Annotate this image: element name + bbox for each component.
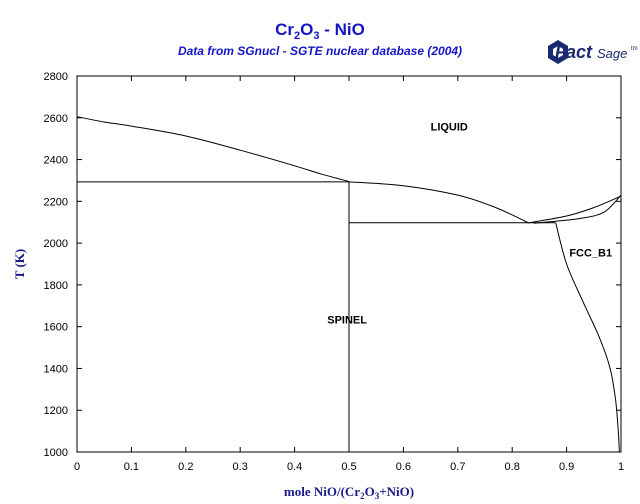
y-tick-label: 2200: [44, 196, 68, 208]
factsage-logo: Fact Sage tm: [548, 40, 638, 64]
x-tick-label: 1: [618, 461, 624, 473]
boundary-liquidus-right: [348, 181, 529, 224]
phase-boundaries: [76, 116, 622, 453]
x-tick-label: 0.1: [124, 461, 139, 473]
chart-subtitle: Data from SGnucl - SGTE nuclear database…: [178, 44, 462, 58]
phase-labels: LIQUID SPINEL FCC_B1: [327, 121, 612, 326]
logo-sage-text: Sage: [597, 46, 627, 61]
x-tick-label: 0.3: [233, 461, 248, 473]
x-tick-label: 0.6: [396, 461, 411, 473]
phase-label-fcc-b1: FCC_B1: [569, 248, 612, 260]
y-tick-label: 1400: [44, 363, 68, 375]
phase-label-liquid: LIQUID: [431, 121, 468, 133]
phase-label-spinel: SPINEL: [327, 315, 367, 327]
x-tick-label: 0.8: [505, 461, 520, 473]
x-axis: 0 0.1 0.2 0.3 0.4 0.5 0.6 0.7 0.8 0.9 1: [74, 76, 624, 473]
x-tick-label: 0.5: [341, 461, 356, 473]
x-axis-label: mole NiO/(Cr2O3+NiO): [284, 484, 414, 501]
y-tick-label: 1600: [44, 322, 68, 334]
logo-hexagon-inner: [553, 46, 563, 58]
y-axis-label: T (K): [12, 249, 27, 279]
x-tick-label: 0.9: [559, 461, 574, 473]
y-axis: 1000 1200 1400 1600 1800 2000 2200 2400 2600 2800: [44, 71, 621, 459]
x-tick-label: 0: [74, 461, 80, 473]
x-tick-label: 0.4: [287, 461, 302, 473]
y-tick-label: 2600: [44, 113, 68, 125]
chart-title: Cr2O3 - NiO: [275, 20, 365, 42]
y-tick-label: 2000: [44, 238, 68, 250]
logo-fact-text: Fact: [555, 42, 593, 62]
x-tick-label: 0.2: [178, 461, 193, 473]
y-tick-label: 2400: [44, 155, 68, 167]
boundary-fcc-solvus: [555, 222, 620, 453]
boundary-fcc-liquidus: [528, 195, 622, 224]
boundary-liquidus-left: [76, 116, 350, 182]
y-tick-label: 1000: [44, 447, 68, 459]
y-tick-label: 1200: [44, 405, 68, 417]
logo-trademark: tm: [631, 46, 638, 52]
boundary-fcc-solidus: [533, 194, 622, 224]
y-tick-label: 1800: [44, 280, 68, 292]
y-tick-label: 2800: [44, 71, 68, 83]
x-tick-label: 0.7: [450, 461, 465, 473]
